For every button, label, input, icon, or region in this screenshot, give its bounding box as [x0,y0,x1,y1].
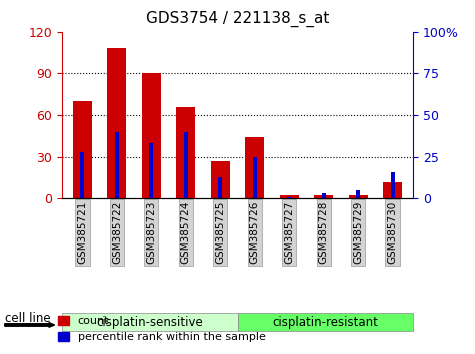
Bar [149,143,153,198]
Bar [115,132,119,198]
Bar [253,156,257,198]
Text: cisplatin-sensitive: cisplatin-sensitive [96,316,203,329]
Text: cisplatin-resistant: cisplatin-resistant [273,316,378,329]
Bar [211,161,230,198]
Bar [218,177,222,198]
Bar [322,193,326,198]
Bar [80,152,85,198]
Text: cell line: cell line [5,312,50,325]
Bar [245,137,264,198]
Bar [349,195,368,198]
Text: GDS3754 / 221138_s_at: GDS3754 / 221138_s_at [146,11,329,27]
Bar [314,195,333,198]
Legend: count, percentile rank within the sample: count, percentile rank within the sample [53,311,270,347]
Bar [287,196,291,198]
Bar [142,74,161,198]
Bar [176,107,195,198]
Bar [383,182,402,198]
Bar [107,48,126,198]
Bar [390,172,395,198]
Bar [184,132,188,198]
Bar [73,101,92,198]
Bar [356,190,360,198]
Bar [280,195,299,198]
